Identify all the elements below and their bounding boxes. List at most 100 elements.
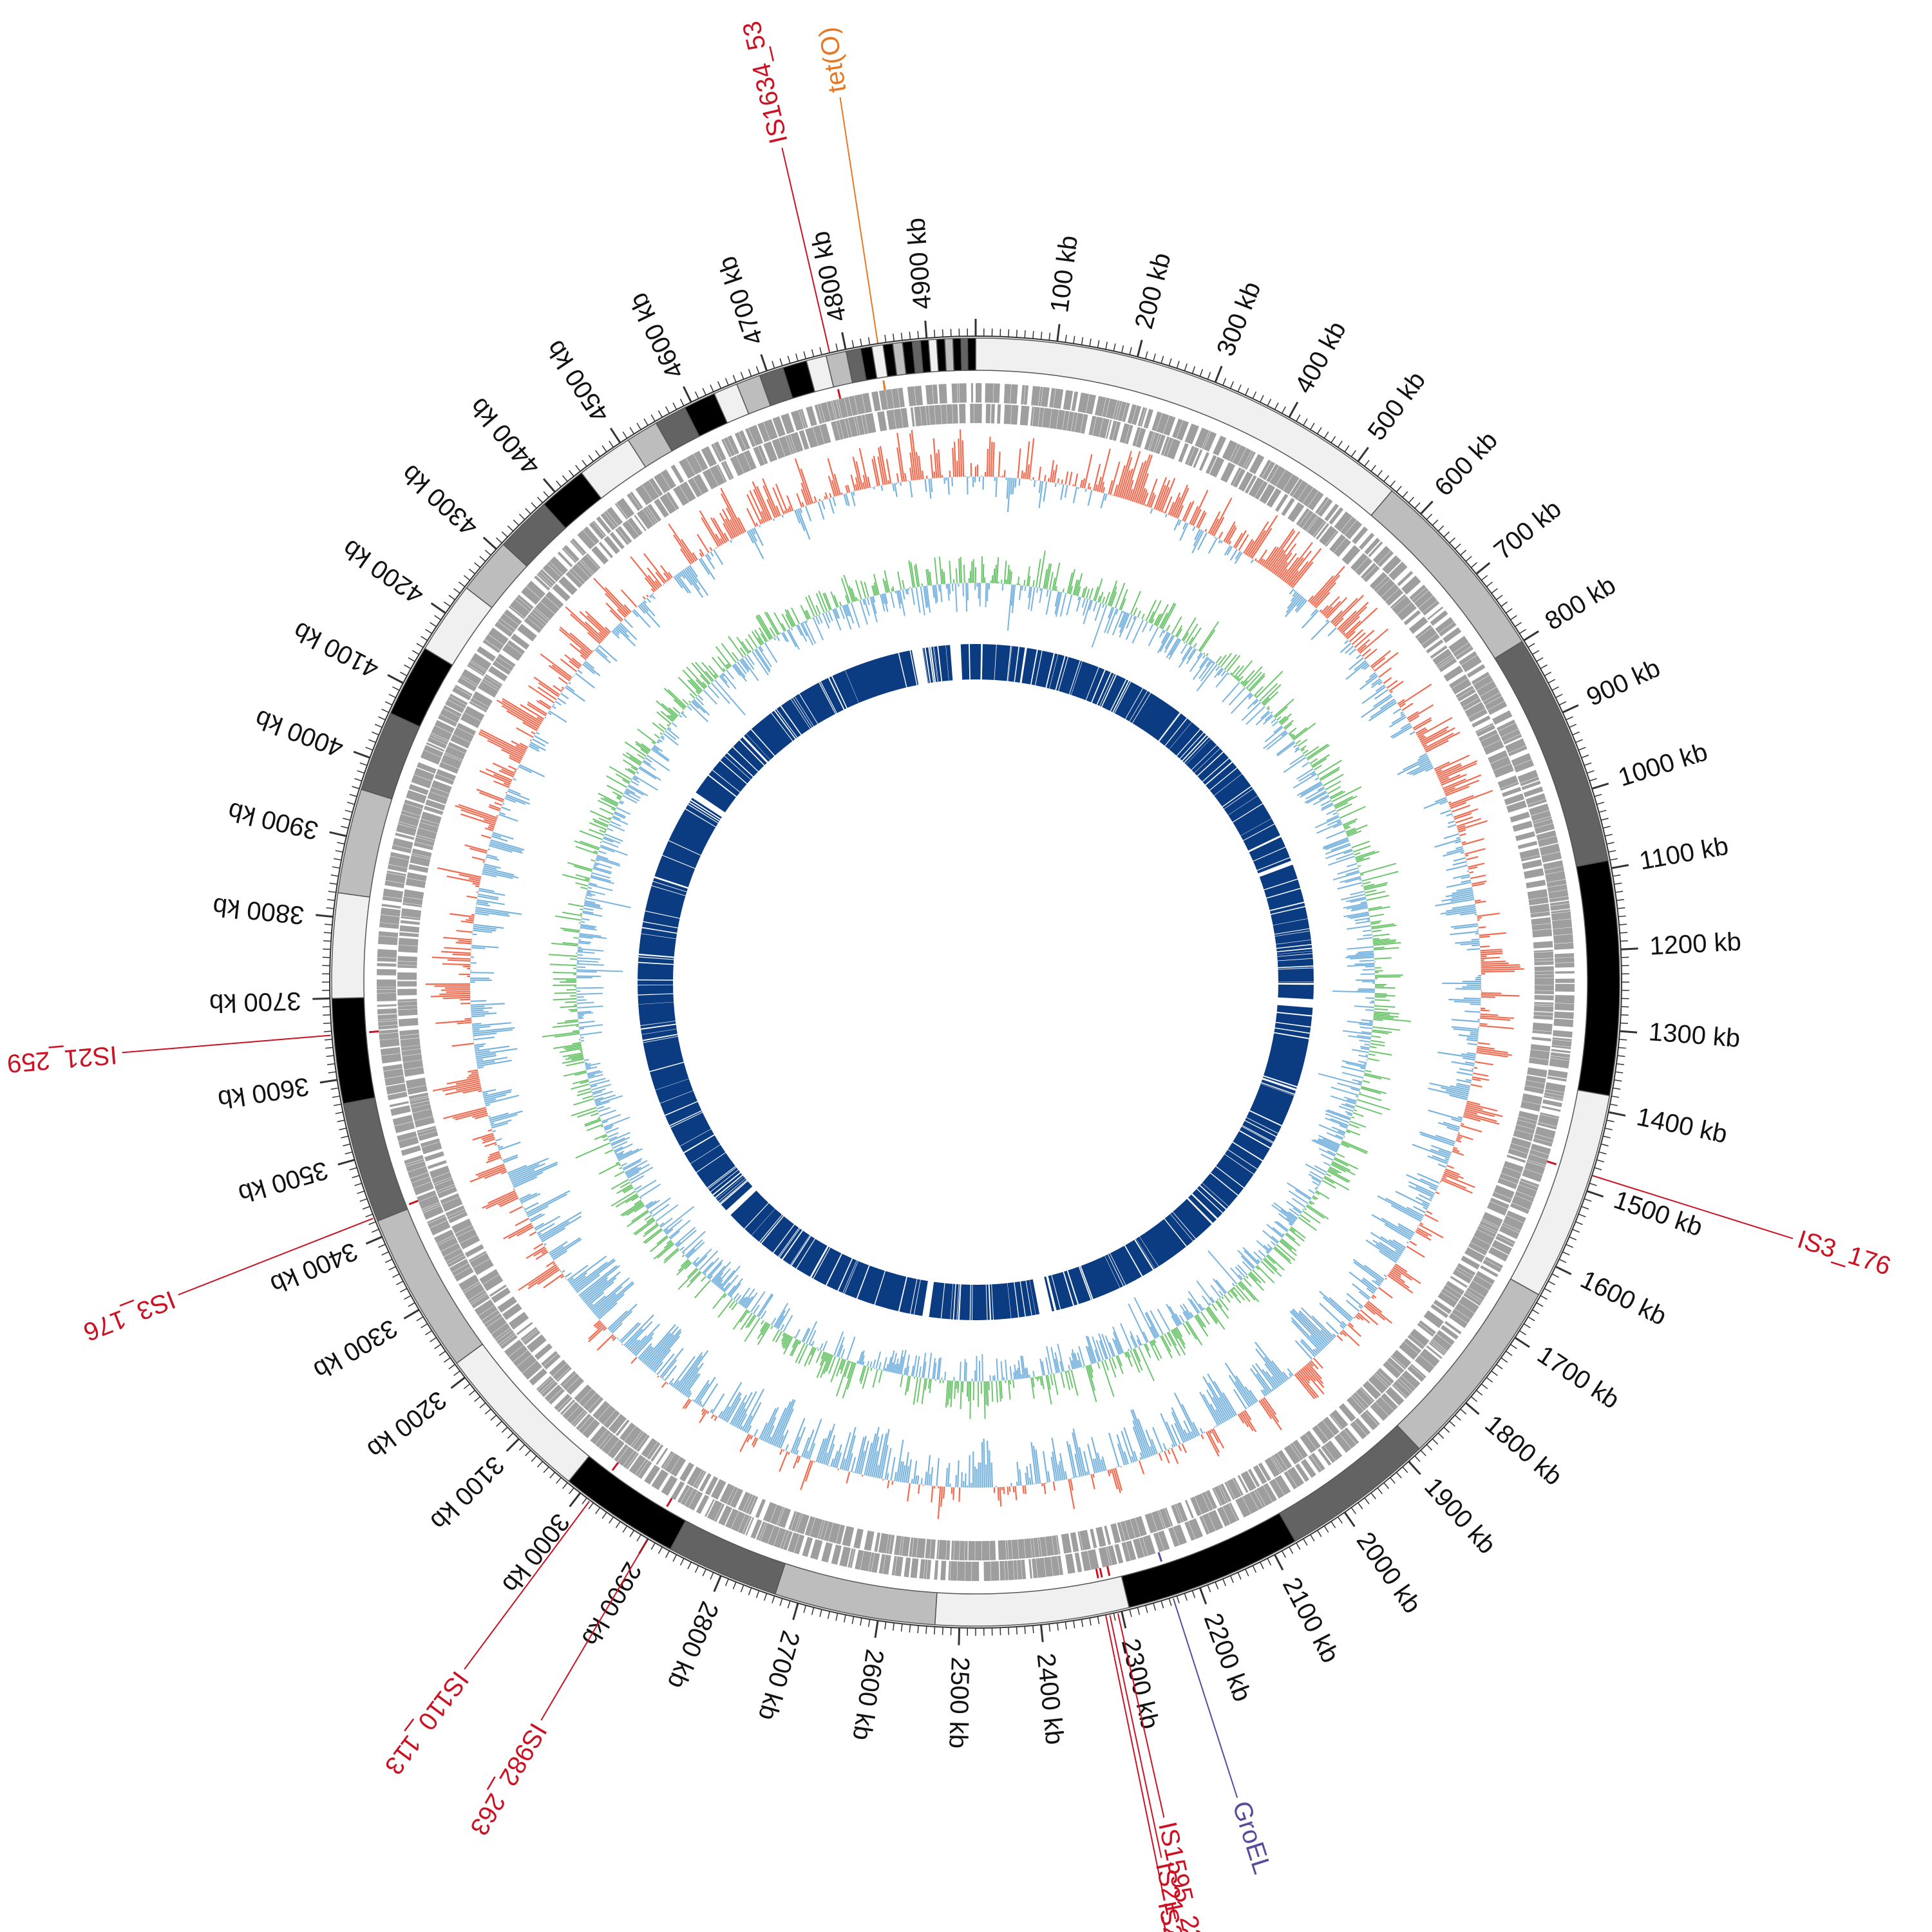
ruler-minor-tick xyxy=(328,1071,336,1074)
ruler-minor-tick xyxy=(501,531,508,538)
position-ruler xyxy=(312,319,1638,1645)
ruler-minor-tick xyxy=(1358,1502,1363,1510)
ruler-minor-tick xyxy=(1544,1287,1551,1293)
ruler-minor-tick xyxy=(1578,746,1586,751)
ruler-minor-tick xyxy=(357,1190,365,1194)
ruler-minor-tick xyxy=(643,418,649,426)
tick-label: 3000 kb xyxy=(497,1508,575,1598)
ruler-minor-tick xyxy=(374,724,383,728)
ruler-minor-tick xyxy=(1316,427,1322,435)
ruler-major-tick xyxy=(1611,864,1629,869)
ruler-minor-tick xyxy=(392,686,400,691)
annotation-label: IS21_259 xyxy=(6,1041,118,1078)
coverage-ring xyxy=(638,644,1314,1320)
ruler-minor-tick xyxy=(622,1525,628,1533)
ruler-minor-tick xyxy=(425,1330,433,1336)
ruler-minor-tick xyxy=(710,384,714,392)
ruler-minor-tick xyxy=(337,842,345,845)
ruler-minor-tick xyxy=(1396,486,1402,493)
ruler-minor-tick xyxy=(1584,762,1592,766)
ruler-minor-tick xyxy=(1548,1280,1556,1285)
ruler-minor-tick xyxy=(1600,1143,1609,1147)
ruler-minor-tick xyxy=(702,388,706,395)
tick-label: 1900 kb xyxy=(1419,1472,1501,1559)
ruler-minor-tick xyxy=(724,377,729,386)
annotation-leader-line xyxy=(1117,1613,1165,1818)
ruler-minor-tick xyxy=(1296,1542,1301,1550)
ruler-minor-tick xyxy=(582,460,587,467)
ruler-minor-tick xyxy=(341,826,349,829)
ruler-minor-tick xyxy=(416,1316,424,1321)
ruler-minor-tick xyxy=(1296,414,1301,422)
ruler-major-tick xyxy=(542,478,556,493)
ruler-minor-tick xyxy=(1065,334,1067,343)
ruler-minor-tick xyxy=(1615,891,1624,893)
ruler-minor-tick xyxy=(404,1295,412,1300)
ruler-minor-tick xyxy=(1281,1550,1286,1558)
annotation-leader-line xyxy=(1105,1616,1164,1897)
ruler-minor-tick xyxy=(1443,1426,1450,1433)
ruler-minor-tick xyxy=(537,1461,544,1468)
ruler-minor-tick xyxy=(787,1600,791,1609)
ruler-minor-tick xyxy=(764,1593,768,1601)
ruler-minor-tick xyxy=(665,406,670,414)
contig-segment xyxy=(967,337,976,371)
ruler-minor-tick xyxy=(1176,1595,1180,1604)
ruler-minor-tick xyxy=(1596,802,1605,805)
ruler-minor-tick xyxy=(362,1206,370,1210)
annotation-leader-line xyxy=(781,147,830,352)
ruler-minor-tick xyxy=(588,455,594,462)
ruler-minor-tick xyxy=(835,343,838,352)
ruler-minor-tick xyxy=(925,1626,927,1634)
ruler-minor-tick xyxy=(324,1039,333,1041)
ruler-minor-tick xyxy=(1396,1472,1402,1479)
ruler-minor-tick xyxy=(884,334,887,343)
ruler-major-tick xyxy=(1555,1265,1572,1275)
ruler-minor-tick xyxy=(893,334,895,342)
tick-label: 900 kb xyxy=(1582,654,1665,712)
ruler-major-tick xyxy=(760,354,768,372)
ruler-minor-tick xyxy=(1420,1450,1426,1457)
ruler-minor-tick xyxy=(1144,1605,1148,1613)
ruler-minor-tick xyxy=(1575,739,1583,743)
annotation-leader-line xyxy=(1109,1615,1162,1858)
ruler-minor-tick xyxy=(484,549,491,556)
ruler-minor-tick xyxy=(1589,778,1597,782)
ruler-minor-tick xyxy=(575,464,581,472)
ruler-minor-tick xyxy=(1402,1466,1408,1473)
ruler-minor-tick xyxy=(378,716,386,721)
annotation-marker xyxy=(1157,1552,1163,1562)
tick-label: 4200 kb xyxy=(337,534,429,609)
ruler-minor-tick xyxy=(531,1455,537,1462)
tick-label: 3200 kb xyxy=(362,1385,451,1464)
ruler-minor-tick xyxy=(1289,1546,1294,1554)
ruler-minor-tick xyxy=(1089,1618,1092,1626)
ruler-minor-tick xyxy=(1073,336,1075,344)
ruler-minor-tick xyxy=(323,948,331,950)
tick-label: 3500 kb xyxy=(235,1155,331,1208)
ruler-minor-tick xyxy=(1566,1244,1573,1248)
ruler-minor-tick xyxy=(501,1426,508,1433)
ruler-minor-tick xyxy=(1454,544,1461,550)
ruler-minor-tick xyxy=(335,849,343,853)
ruler-minor-tick xyxy=(332,866,340,869)
tick-label: 2100 kb xyxy=(1277,1573,1345,1668)
ruler-minor-tick xyxy=(851,1616,855,1624)
ruler-minor-tick xyxy=(1470,1396,1477,1402)
ruler-minor-tick xyxy=(1581,1206,1589,1210)
ruler-minor-tick xyxy=(867,1619,871,1627)
tick-label: 1000 kb xyxy=(1615,737,1711,792)
ruler-minor-tick xyxy=(443,1357,451,1363)
ruler-minor-tick xyxy=(1536,657,1544,662)
ruler-minor-tick xyxy=(1160,355,1164,364)
ruler-minor-tick xyxy=(1600,817,1609,821)
ruler-minor-tick xyxy=(588,1502,594,1510)
ruler-minor-tick xyxy=(334,858,342,861)
ruler-minor-tick xyxy=(679,399,685,406)
ruler-minor-tick xyxy=(1303,418,1308,426)
ruler-minor-tick xyxy=(601,1511,607,1519)
ruler-minor-tick xyxy=(1160,1600,1164,1609)
ruler-minor-tick xyxy=(1191,1590,1196,1598)
ruler-minor-tick xyxy=(1229,381,1234,389)
ruler-major-tick xyxy=(1475,562,1491,575)
